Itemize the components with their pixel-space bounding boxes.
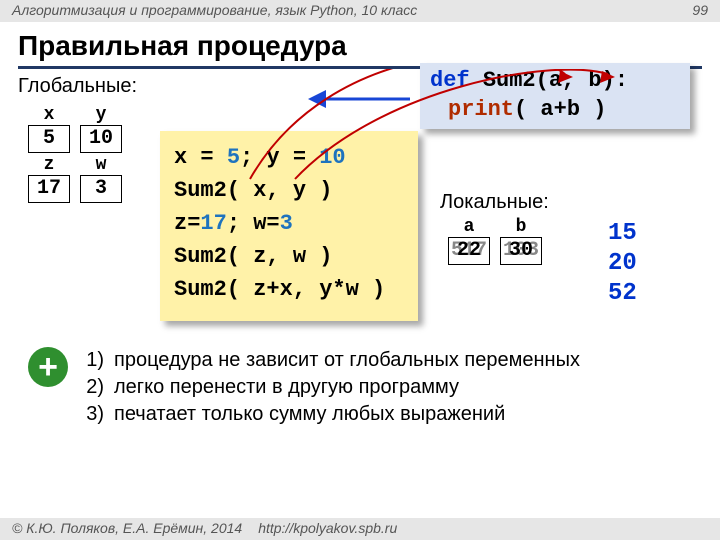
- var-box-y: 10: [80, 125, 122, 153]
- output-1: 15: [608, 219, 637, 249]
- footer-url: http://kpolyakov.spb.ru: [258, 520, 397, 538]
- globals-label: Глобальные:: [18, 75, 137, 98]
- var-label-b: b: [500, 217, 542, 237]
- bullet-num-3: 3): [80, 401, 114, 428]
- def-code-panel: def Sum2(a, b): print( a+b ): [420, 63, 690, 129]
- var-label-x: x: [28, 105, 70, 125]
- bullet-num-1: 1): [80, 347, 114, 374]
- header: Алгоритмизация и программирование, язык …: [0, 0, 720, 22]
- output-values: 15 20 52: [608, 219, 637, 309]
- main-code-panel: x = 5; y = 10 Sum2( x, y ) z=17; w=3 Sum…: [160, 131, 418, 321]
- var-box-z: 17: [28, 175, 70, 203]
- globals-table: x y 5 10 z w 17 3: [28, 105, 122, 203]
- bullet-2: легко перенести в другую программу: [114, 374, 459, 401]
- slide-title: Правильная процедура: [0, 22, 720, 66]
- var-label-a: a: [448, 217, 490, 237]
- content-area: Глобальные: x y 5 10 z w 17 3 x = 5; y =…: [0, 69, 720, 85]
- bullet-1: процедура не зависит от глобальных перем…: [114, 347, 580, 374]
- footer: © К.Ю. Поляков, Е.А. Ерёмин, 2014 http:/…: [0, 518, 720, 540]
- var-box-w: 3: [80, 175, 122, 203]
- var-label-w: w: [80, 155, 122, 175]
- plus-icon: +: [28, 347, 68, 387]
- var-box-x: 5: [28, 125, 70, 153]
- locals-table: a b 5 17 22 10 3 30: [448, 217, 542, 265]
- output-2: 20: [608, 249, 637, 279]
- def-line-2: print( a+b ): [430, 96, 680, 125]
- var-box-b: 10 3 30: [500, 237, 542, 265]
- locals-label: Локальные:: [440, 191, 549, 214]
- advantages-list: 1)процедура не зависит от глобальных пер…: [80, 347, 660, 428]
- bullet-3: печатает только сумму любых выражений: [114, 401, 505, 428]
- code-line-1: x = 5; y = 10: [174, 141, 410, 174]
- var-box-a: 5 17 22: [448, 237, 490, 265]
- output-3: 52: [608, 279, 637, 309]
- footer-copyright: © К.Ю. Поляков, Е.А. Ерёмин, 2014: [12, 520, 242, 538]
- var-label-z: z: [28, 155, 70, 175]
- def-line-1: def Sum2(a, b):: [430, 67, 680, 96]
- code-line-4: Sum2( z, w ): [174, 240, 410, 273]
- code-line-2: Sum2( x, y ): [174, 174, 410, 207]
- page-number: 99: [692, 2, 708, 20]
- course-title: Алгоритмизация и программирование, язык …: [12, 2, 417, 20]
- var-label-y: y: [80, 105, 122, 125]
- code-line-3: z=17; w=3: [174, 207, 410, 240]
- bullet-num-2: 2): [80, 374, 114, 401]
- code-line-5: Sum2( z+x, y*w ): [174, 273, 410, 306]
